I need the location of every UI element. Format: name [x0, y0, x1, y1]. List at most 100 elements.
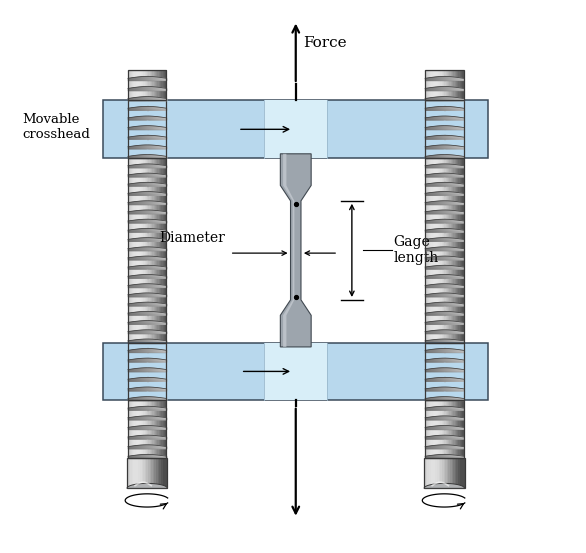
Bar — [456, 400, 457, 458]
Bar — [438, 158, 440, 342]
Bar — [132, 400, 133, 458]
Bar — [152, 400, 154, 458]
Bar — [454, 158, 455, 342]
Bar — [128, 342, 130, 400]
Bar — [455, 70, 456, 101]
Bar — [135, 101, 137, 158]
Bar — [425, 70, 464, 101]
Bar — [432, 70, 434, 101]
Bar — [455, 458, 456, 488]
Bar — [164, 458, 166, 488]
Bar — [149, 458, 151, 488]
Bar — [427, 101, 428, 158]
Bar — [449, 342, 451, 400]
Bar — [154, 342, 155, 400]
Text: Diameter: Diameter — [159, 231, 226, 245]
Bar — [134, 101, 136, 158]
Bar — [152, 101, 154, 158]
Bar — [437, 342, 438, 400]
Bar — [150, 70, 151, 101]
Bar — [438, 101, 440, 158]
Bar — [128, 158, 130, 342]
Bar — [434, 70, 435, 101]
Bar — [158, 101, 159, 158]
Bar — [442, 101, 443, 158]
Bar — [148, 458, 149, 488]
Bar — [440, 458, 442, 488]
Bar — [135, 70, 137, 101]
Bar — [130, 70, 131, 101]
Bar — [456, 158, 457, 342]
Bar — [148, 400, 150, 458]
Bar — [144, 342, 145, 400]
Bar — [460, 70, 461, 101]
Bar — [137, 400, 138, 458]
Bar — [455, 101, 456, 158]
Bar — [442, 458, 444, 488]
Bar — [131, 400, 132, 458]
Bar — [435, 158, 437, 342]
Bar — [455, 342, 456, 400]
Bar — [134, 158, 136, 342]
Bar — [156, 400, 158, 458]
Bar — [133, 101, 134, 158]
Text: Grip: Grip — [200, 122, 234, 137]
Bar — [431, 158, 433, 342]
Bar — [449, 158, 451, 342]
Text: Grip: Grip — [203, 364, 237, 378]
Bar — [442, 400, 443, 458]
Bar — [460, 158, 461, 342]
Bar — [443, 101, 444, 158]
Bar — [131, 158, 132, 342]
Bar — [132, 158, 133, 342]
Bar — [158, 342, 159, 400]
Bar — [451, 101, 452, 158]
Bar — [457, 101, 458, 158]
Bar — [438, 70, 440, 101]
Bar — [130, 158, 131, 342]
Bar — [156, 158, 158, 342]
Bar — [449, 400, 451, 458]
Bar — [439, 101, 441, 158]
Bar — [135, 342, 137, 400]
Bar — [431, 342, 433, 400]
Bar — [130, 400, 131, 458]
Bar — [456, 101, 457, 158]
Bar — [456, 458, 458, 488]
Bar — [454, 400, 455, 458]
Bar — [139, 158, 141, 342]
Bar — [162, 458, 164, 488]
Bar — [146, 458, 148, 488]
Bar — [443, 400, 444, 458]
Bar — [137, 458, 138, 488]
Bar — [134, 458, 135, 488]
Bar — [146, 70, 147, 101]
Bar — [158, 400, 159, 458]
Bar — [154, 400, 155, 458]
Bar — [447, 342, 448, 400]
Bar — [431, 400, 433, 458]
Bar — [445, 400, 447, 458]
Bar — [150, 342, 151, 400]
Bar — [165, 342, 166, 400]
Bar — [443, 342, 444, 400]
Bar — [160, 158, 161, 342]
Bar — [454, 70, 455, 101]
Bar — [162, 101, 164, 158]
Bar — [158, 158, 159, 342]
Bar — [447, 458, 448, 488]
Bar — [429, 342, 430, 400]
Bar — [144, 70, 145, 101]
Bar — [445, 458, 447, 488]
Bar — [141, 158, 142, 342]
Bar — [165, 101, 166, 158]
Bar — [134, 70, 136, 101]
Bar — [162, 342, 164, 400]
Bar — [132, 101, 133, 158]
Bar — [432, 400, 434, 458]
Bar — [452, 400, 454, 458]
Bar — [130, 101, 131, 158]
Bar — [128, 400, 130, 458]
Bar — [145, 342, 146, 400]
Bar — [150, 158, 151, 342]
